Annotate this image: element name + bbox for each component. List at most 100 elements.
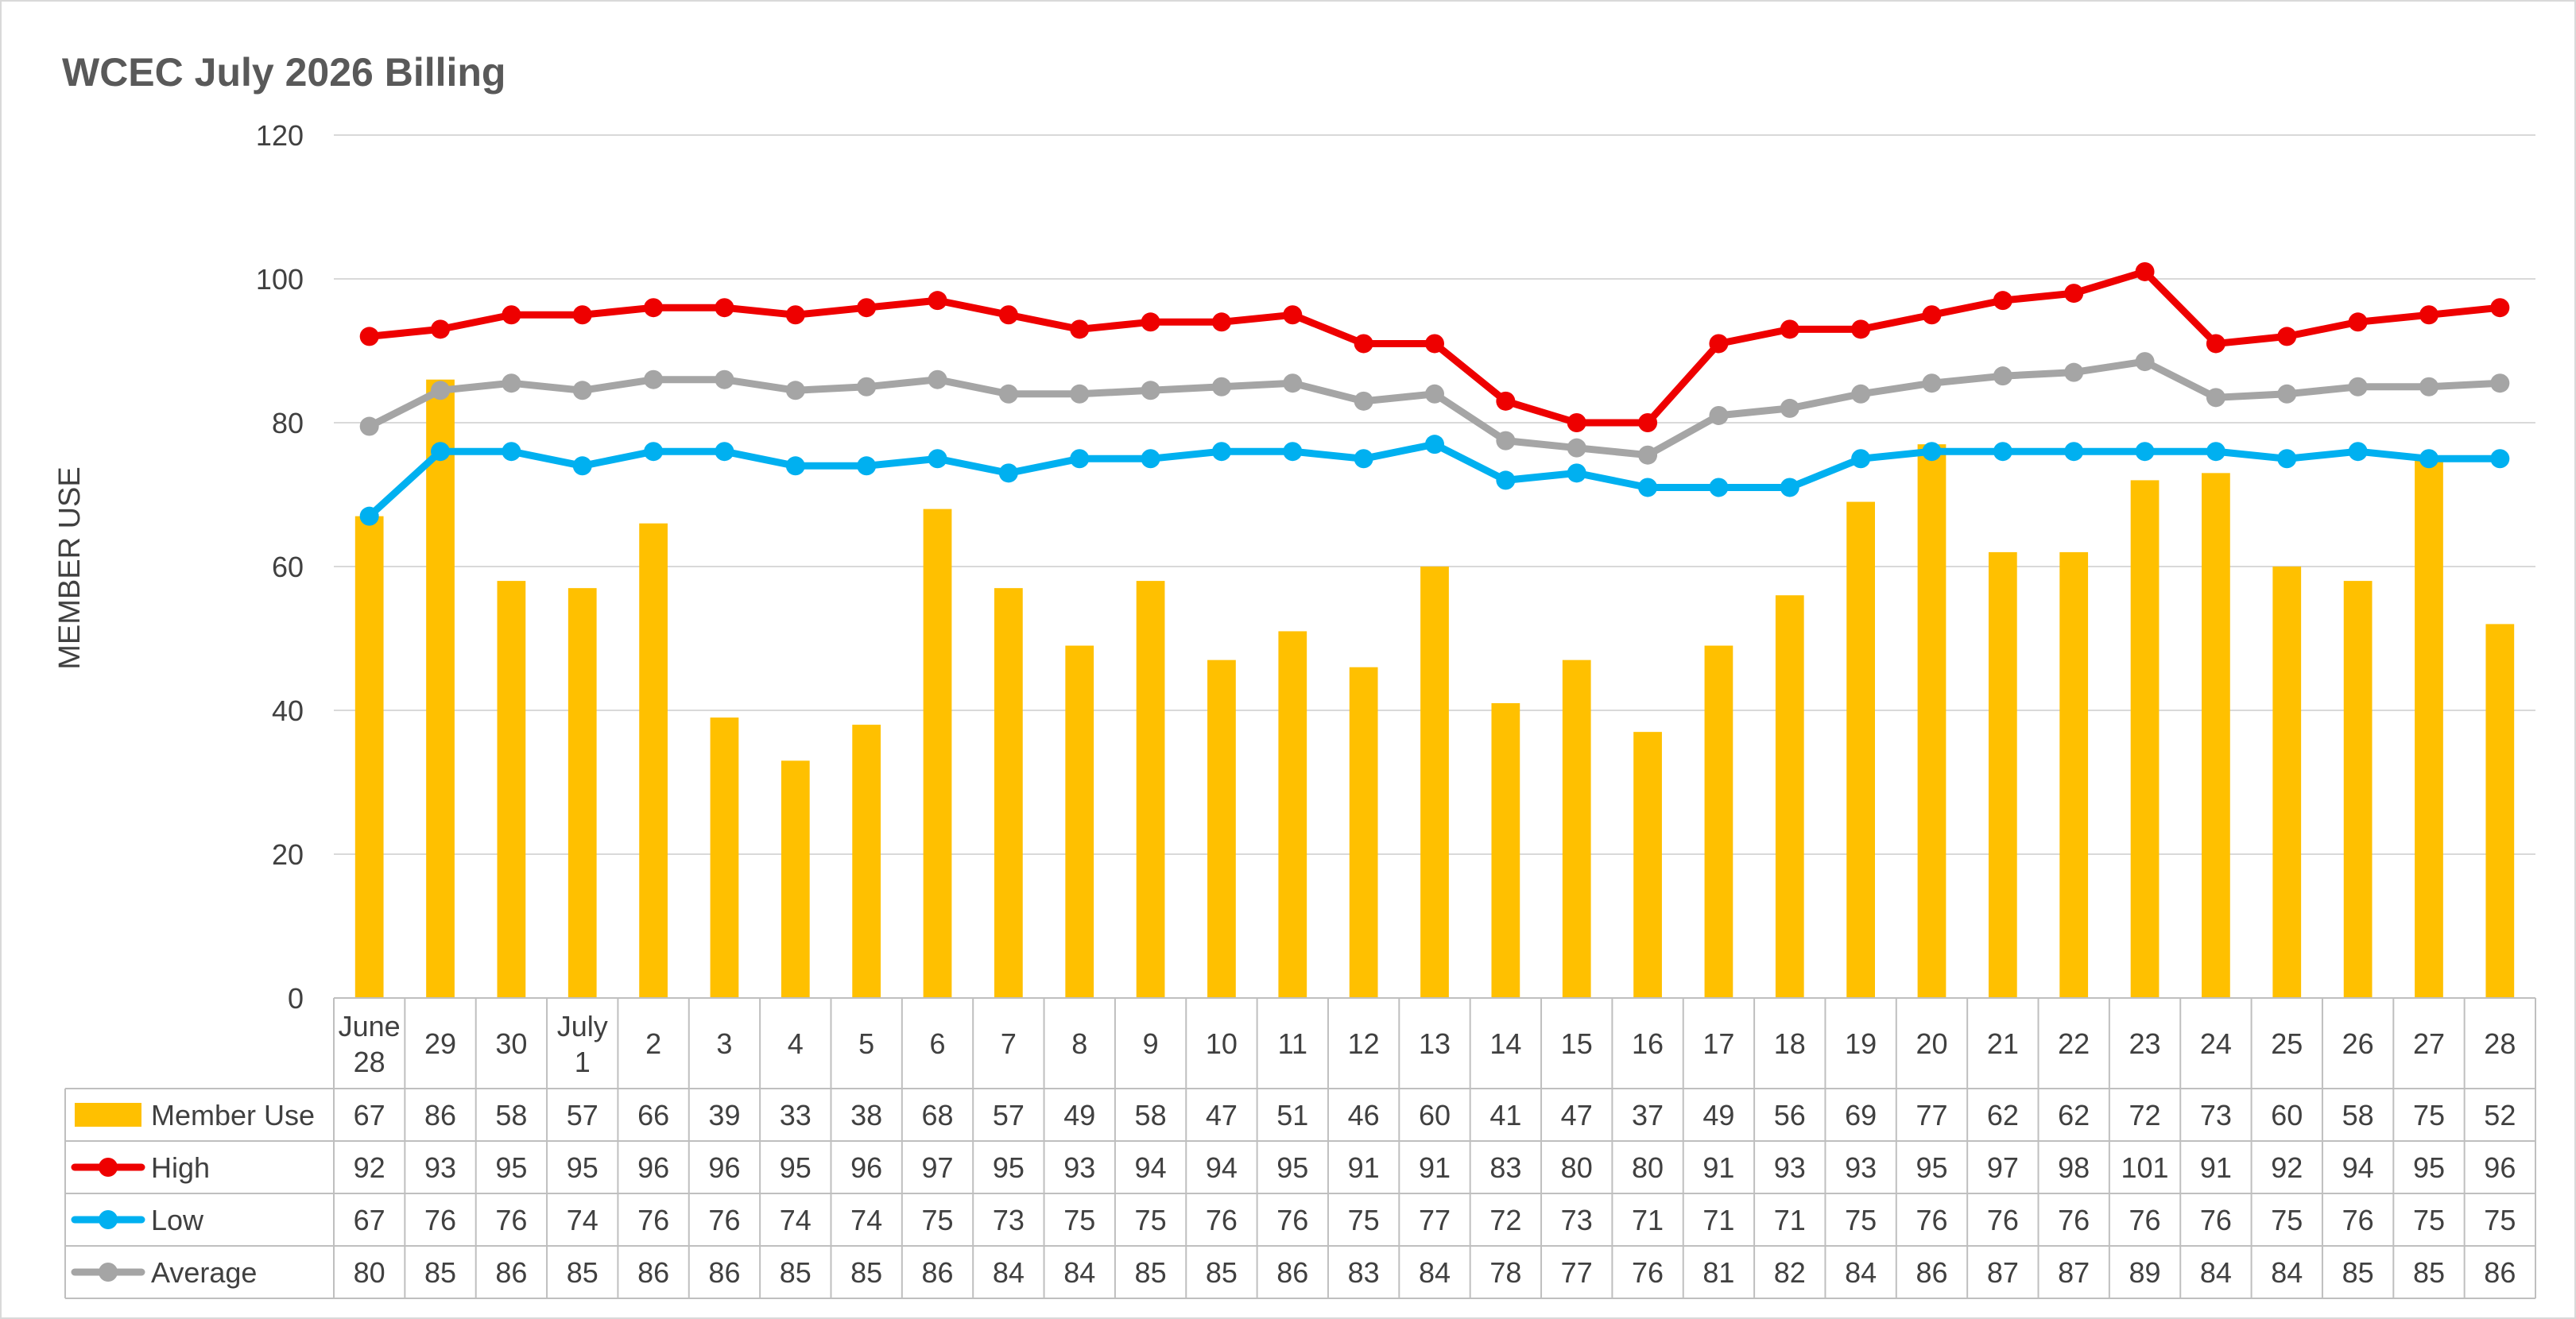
data-label: 75 bbox=[921, 1204, 953, 1236]
line-point bbox=[785, 381, 805, 400]
line-point bbox=[785, 305, 805, 325]
data-label: 86 bbox=[424, 1099, 456, 1131]
line-point bbox=[1993, 442, 2012, 462]
data-label: 91 bbox=[2200, 1151, 2232, 1184]
category-label: 26 bbox=[2342, 1027, 2374, 1060]
line-point bbox=[1567, 463, 1586, 483]
data-label: 56 bbox=[1774, 1099, 1806, 1131]
bar bbox=[497, 581, 526, 998]
line-point bbox=[2419, 305, 2438, 325]
data-label: 62 bbox=[1987, 1099, 2019, 1131]
data-label: 84 bbox=[1419, 1256, 1451, 1289]
bar bbox=[1491, 702, 1520, 998]
line-point bbox=[1070, 449, 1090, 469]
bar bbox=[710, 718, 739, 998]
bars bbox=[354, 379, 2515, 998]
line-point bbox=[572, 381, 592, 400]
data-label: 85 bbox=[850, 1256, 882, 1289]
data-label: 96 bbox=[637, 1151, 669, 1184]
line-point bbox=[1141, 449, 1160, 469]
data-label: 78 bbox=[1489, 1256, 1521, 1289]
bar bbox=[1420, 567, 1449, 998]
data-label: 94 bbox=[1206, 1151, 1238, 1184]
data-label: 37 bbox=[1632, 1099, 1664, 1131]
line-point bbox=[857, 456, 877, 476]
bar bbox=[1633, 732, 1662, 998]
data-label: 84 bbox=[1063, 1256, 1095, 1289]
data-label: 75 bbox=[2484, 1204, 2516, 1236]
data-label: 86 bbox=[1276, 1256, 1308, 1289]
line-point bbox=[1567, 438, 1586, 458]
line-point bbox=[2135, 352, 2155, 372]
line-point bbox=[572, 305, 592, 325]
line-point bbox=[1851, 319, 1871, 339]
data-label: 85 bbox=[2413, 1256, 2445, 1289]
bar bbox=[1775, 595, 1804, 998]
data-label: 76 bbox=[708, 1204, 740, 1236]
data-label: 86 bbox=[495, 1256, 527, 1289]
data-label: 95 bbox=[1276, 1151, 1308, 1184]
data-label: 98 bbox=[2058, 1151, 2090, 1184]
data-label: 57 bbox=[993, 1099, 1025, 1131]
data-label: 94 bbox=[2342, 1151, 2374, 1184]
category-label: 9 bbox=[1143, 1027, 1159, 1060]
line-point bbox=[2490, 298, 2510, 318]
line-point bbox=[2419, 377, 2438, 396]
data-label: 74 bbox=[850, 1204, 882, 1236]
y-tick-label: 20 bbox=[272, 838, 304, 871]
line-point bbox=[1567, 413, 1586, 432]
category-label: 28 bbox=[2484, 1027, 2516, 1060]
line-point bbox=[2490, 373, 2510, 393]
data-label: 91 bbox=[1419, 1151, 1451, 1184]
data-label: 39 bbox=[708, 1099, 740, 1131]
data-label: 74 bbox=[567, 1204, 598, 1236]
category-label: 12 bbox=[1348, 1027, 1380, 1060]
bar bbox=[2272, 567, 2302, 998]
line-point bbox=[1780, 398, 1799, 418]
data-label: 68 bbox=[921, 1099, 953, 1131]
category-label: 10 bbox=[1206, 1027, 1238, 1060]
category-label: 8 bbox=[1071, 1027, 1087, 1060]
category-label: 30 bbox=[495, 1027, 527, 1060]
bar bbox=[1917, 444, 1947, 998]
legend-entry: Member Use bbox=[151, 1099, 315, 1131]
line-point bbox=[431, 381, 451, 400]
line-point bbox=[1425, 384, 1444, 404]
category-label: 5 bbox=[858, 1027, 874, 1060]
line-point bbox=[1709, 405, 1729, 425]
data-label: 95 bbox=[993, 1151, 1025, 1184]
data-label: 72 bbox=[1489, 1204, 1521, 1236]
line-point bbox=[2348, 312, 2368, 332]
line-point bbox=[1283, 305, 1303, 325]
line-point bbox=[644, 442, 664, 462]
data-label: 62 bbox=[2058, 1099, 2090, 1131]
category-label: July bbox=[557, 1010, 608, 1042]
data-label: 76 bbox=[1987, 1204, 2019, 1236]
legend-entry: Low bbox=[151, 1204, 204, 1236]
data-label: 52 bbox=[2484, 1099, 2516, 1131]
bar bbox=[2059, 551, 2089, 998]
bar bbox=[1278, 631, 1307, 998]
line-point bbox=[2490, 449, 2510, 469]
data-label: 84 bbox=[993, 1256, 1025, 1289]
data-label: 76 bbox=[2058, 1204, 2090, 1236]
category-label: 28 bbox=[354, 1046, 385, 1078]
data-label: 95 bbox=[1916, 1151, 1947, 1184]
category-label: 20 bbox=[1916, 1027, 1947, 1060]
line-point bbox=[1070, 319, 1090, 339]
category-label: 7 bbox=[1001, 1027, 1017, 1060]
y-axis-label: MEMBER USE bbox=[53, 466, 87, 669]
bar bbox=[1562, 660, 1591, 998]
line-point bbox=[2277, 327, 2297, 346]
data-label: 91 bbox=[1348, 1151, 1380, 1184]
data-label: 74 bbox=[780, 1204, 812, 1236]
legend-key-marker bbox=[99, 1158, 118, 1177]
data-label: 97 bbox=[1987, 1151, 2019, 1184]
category-label: 27 bbox=[2413, 1027, 2445, 1060]
data-label: 85 bbox=[2342, 1256, 2374, 1289]
line-point bbox=[359, 416, 379, 436]
line-point bbox=[1638, 478, 1658, 497]
category-label: 24 bbox=[2200, 1027, 2232, 1060]
line-point bbox=[1354, 334, 1373, 354]
